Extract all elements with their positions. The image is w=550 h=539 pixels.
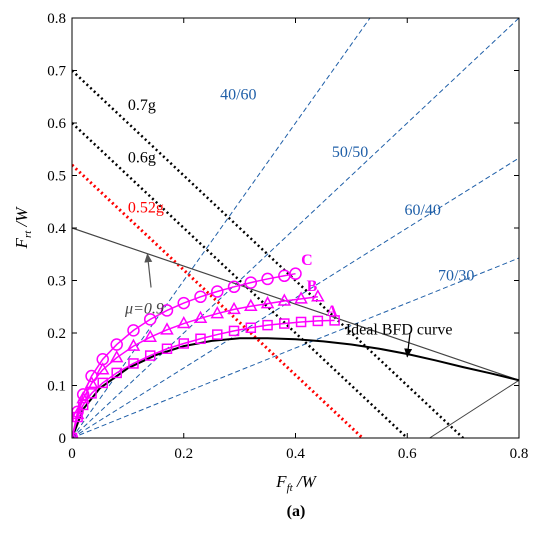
x-tick-label: 0.6 [398,446,417,462]
data-point [109,350,124,363]
plot-annotations: 40/60 50/50 60/40 70/30 0.7g 0.6g 0.52g ABCμ=0.… [124,86,474,358]
x-tick-label: 0.8 [510,446,529,462]
data-point [289,267,302,280]
auxiliary-line [429,379,519,438]
y-tick-label: 0.7 [47,64,66,80]
data-point [72,406,85,420]
y-tick-label: 0.2 [47,326,66,342]
y-tick-label: 0.5 [47,169,66,185]
deceleration-line [72,122,409,438]
data-point [86,388,97,399]
series-label: B [307,278,318,295]
y-axis-label: Frt /W [12,206,34,250]
data-point [227,280,241,294]
x-axis-label: Fft /W [275,472,317,494]
deceleration-label: 0.7g [128,97,156,114]
ideal-bfd-curve [72,337,519,438]
data-point [211,285,224,298]
y-tick-label: 0.6 [47,116,66,132]
y-tick-label: 0.4 [47,221,66,237]
deceleration-line [72,163,364,438]
y-tick-label: 0.8 [47,11,66,27]
data-point [228,325,240,337]
data-point [110,338,123,351]
data-point [144,350,156,361]
ratio-line-label: 40/60 [220,86,256,103]
x-tick-label: 0.2 [174,446,193,462]
data-point [161,343,173,354]
data-point [128,358,139,369]
data-point [194,290,207,304]
data-point [245,322,257,333]
ratio-line-label: 60/40 [404,202,440,219]
data-point [178,338,189,349]
data-point [279,318,290,329]
data-point [312,315,324,327]
data-point [227,301,241,315]
data-point [95,362,110,375]
x-tick-label: 0.4 [286,446,305,462]
ratio-line [72,18,371,438]
ideal-bfd-label: Ideal BFD curve [346,321,453,338]
data-point [311,289,325,302]
data-point [193,310,208,324]
data-point [126,338,141,351]
data-point [260,296,275,309]
y-tick-label: 0.1 [47,379,66,395]
deceleration-label: 0.52g [128,199,164,216]
data-point [76,388,90,401]
friction-label: μ=0.9 [124,301,164,318]
ratio-line [72,257,519,438]
deceleration-label: 0.6g [128,149,156,166]
data-point [160,322,174,335]
data-point [176,315,191,329]
data-point [177,296,190,310]
data-point [294,291,308,304]
data-point [262,319,273,331]
data-point [160,304,174,317]
data-point [76,391,90,404]
friction-arrow [144,253,153,288]
data-point [85,369,98,383]
data-point [111,367,122,379]
data-point [244,298,258,311]
data-point [329,315,340,326]
data-point [143,313,157,326]
data-point [97,377,108,389]
series-label: A [326,303,338,320]
y-tick-label: 0 [59,431,67,447]
ratio-line-label: 70/30 [438,268,474,285]
data-point [143,329,157,342]
x-tick-label: 0 [68,446,76,462]
subplot-label: (a) [287,503,306,520]
data-point [210,306,225,319]
data-point [72,430,77,438]
data-point [261,272,274,286]
series-line [72,319,335,438]
y-tick-label: 0.3 [47,274,66,290]
data-point [277,293,292,306]
data-point [244,276,258,289]
data-point [96,353,109,366]
data-point [195,333,206,345]
data-point [295,316,307,328]
series-label: C [301,252,313,269]
data-point [127,324,140,337]
data-point [212,329,223,340]
plot-lines [72,18,519,438]
ratio-line-label: 50/50 [332,144,368,161]
axis-ticks: 0 0.2 0.4 0.6 0.8 0 0.1 0.2 0.3 0.4 0.5 0.6 0.7 0.8 [47,11,528,462]
ideal-bfd-arrow [404,332,413,358]
ratio-line [72,18,519,438]
